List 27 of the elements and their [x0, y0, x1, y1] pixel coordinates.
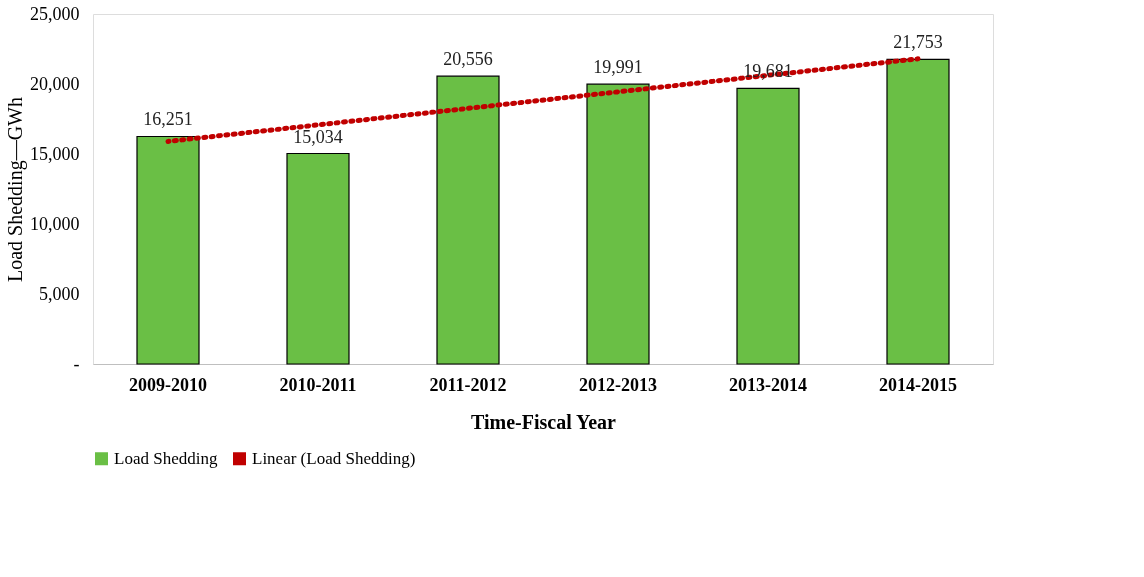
data-label: 15,034	[293, 126, 343, 147]
legend-label: Load Shedding	[114, 448, 218, 468]
x-tick-label: 2012-2013	[579, 374, 657, 395]
y-axis-title: Load Shedding—GWh	[4, 97, 27, 282]
bar	[136, 135, 200, 365]
x-tick-label: 2010-2011	[279, 374, 357, 395]
y-tick-label: 10,000	[30, 213, 80, 234]
x-axis-title: Time-Fiscal Year	[471, 410, 617, 433]
data-label: 19,991	[593, 57, 643, 78]
data-label: 20,556	[443, 49, 493, 70]
x-tick-label: 2009-2010	[129, 374, 207, 395]
y-tick-label: -	[73, 353, 80, 374]
bar	[886, 58, 950, 365]
bar	[286, 152, 350, 365]
y-tick-label: 5,000	[39, 283, 80, 304]
data-label: 21,753	[893, 32, 943, 53]
data-label: 16,251	[143, 109, 193, 130]
x-tick-label: 2013-2014	[729, 374, 807, 395]
y-tick-label: 15,000	[30, 143, 80, 164]
y-tick-label: 25,000	[30, 3, 80, 24]
legend-label: Linear (Load Shedding)	[252, 448, 416, 468]
bar	[736, 87, 800, 365]
y-tick-label: 20,000	[30, 73, 80, 94]
bar	[436, 75, 500, 365]
bar	[586, 83, 650, 365]
x-tick-label: 2014-2015	[879, 374, 957, 395]
x-tick-label: 2011-2012	[429, 374, 507, 395]
